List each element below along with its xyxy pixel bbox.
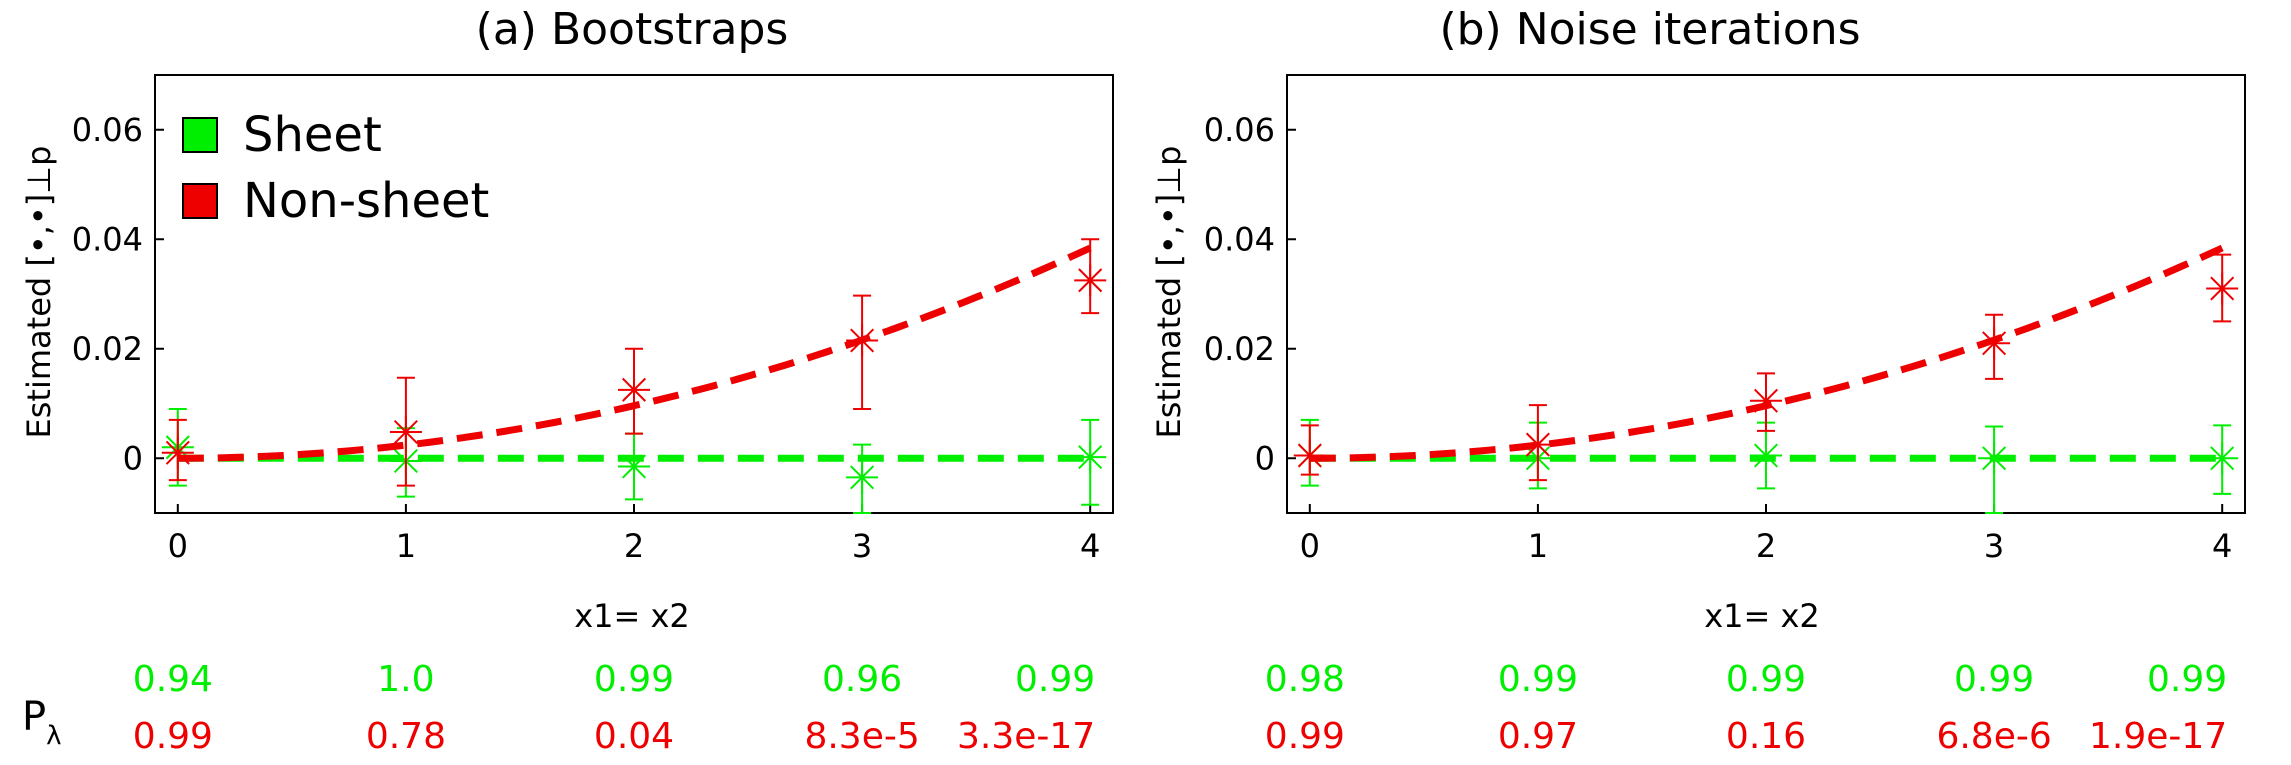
panel-a-sheet-point: [846, 443, 879, 514]
panel-a-title: (a) Bootstraps: [476, 4, 789, 55]
p-value-sheet: 0.99: [1015, 659, 1095, 700]
panel-b-x-tick-label: 3: [1984, 527, 2004, 565]
p-value-sheet: 0.98: [1265, 659, 1345, 700]
panel-a-x-tick-label: 0: [168, 527, 188, 565]
p-values: Pλ 0.94 1.0 0.99 0.96 0.99 0.99 0.78 0.04 8.3e-5…: [22, 659, 2227, 757]
p-value-nonsheet: 0.99: [1265, 716, 1345, 757]
legend-swatch-nonsheet: [182, 183, 218, 219]
panel-a-y-tick-label: 0.06: [72, 111, 143, 149]
star-marker: [618, 450, 650, 483]
p-value-sheet: 0.99: [1954, 659, 2034, 700]
panel-b-sheet-point: [1978, 425, 2011, 514]
p-value-nonsheet: 6.8e-6: [1936, 716, 2051, 757]
panel-b-x-axis-label: x1= x2: [1704, 597, 1820, 635]
p-value-nonsheet: 0.04: [594, 716, 674, 757]
p-value-nonsheet: 0.99: [133, 716, 213, 757]
panel-b-non-sheet-point: [2206, 253, 2239, 323]
panel-b-y-tick-label: 0.06: [1204, 111, 1275, 149]
star-marker: [161, 436, 194, 469]
p-value-sheet: 0.99: [2147, 659, 2227, 700]
panel-a-non-sheet-point: [618, 347, 650, 435]
panel-b-title: (b) Noise iterations: [1439, 4, 1860, 55]
star-marker: [1750, 384, 1782, 417]
p-value-nonsheet: 0.16: [1726, 716, 1806, 757]
panel-b-ticks: 0 1 2 3 4 0 0.02 0.04 0.06: [1204, 111, 2233, 565]
p-value-sheet: 1.0: [377, 659, 434, 700]
p-value-sheet: 0.99: [1726, 659, 1806, 700]
panel-a-non-sheet-point: [389, 376, 422, 487]
star-marker: [1750, 439, 1782, 472]
p-value-nonsheet: 8.3e-5: [804, 716, 919, 757]
panel-a-x-tick-label: 3: [852, 527, 872, 565]
panel-a-y-tick-label: 0.02: [72, 330, 143, 368]
star-marker: [1978, 327, 2011, 360]
panel-a-x-axis-label: x1= x2: [574, 597, 690, 635]
p-value-sheet: 0.96: [822, 659, 902, 700]
p-value-sheet: 0.99: [1498, 659, 1578, 700]
panel-b-sheet-point: [1750, 421, 1782, 490]
panel-noise-iterations: (b) Noise iterations Estimated [•,•]⊥p x…: [1150, 4, 2246, 635]
p-value-nonsheet: 0.78: [366, 716, 446, 757]
star-marker: [1978, 442, 2011, 475]
star-marker: [389, 415, 422, 448]
p-lambda-label: Pλ: [22, 694, 62, 751]
panel-b-y-axis-label: Estimated [•,•]⊥p: [1150, 146, 1188, 439]
star-marker: [846, 461, 879, 494]
panel-a-y-tick-label: 0.04: [72, 220, 143, 258]
panel-b-x-tick-label: 1: [1528, 527, 1548, 565]
p-value-nonsheet: 0.97: [1498, 716, 1578, 757]
panel-b-x-tick-label: 2: [1756, 527, 1776, 565]
p-value-sheet: 0.99: [594, 659, 674, 700]
p-label-subscript: λ: [46, 721, 61, 751]
panel-a-sheet-point: [1074, 418, 1107, 506]
panel-b-y-tick-label: 0: [1255, 439, 1275, 477]
legend-swatch-sheet: [182, 117, 218, 153]
panel-b-non-sheet-point: [1978, 313, 2011, 380]
p-value-nonsheet: 3.3e-17: [957, 716, 1095, 757]
panel-b-y-tick-label: 0.02: [1204, 330, 1275, 368]
panel-b-sheet-point: [2206, 424, 2239, 495]
panel-b-x-tick-label: 4: [2212, 527, 2232, 565]
panel-a-non-sheet-point: [1074, 238, 1107, 315]
star-marker: [1074, 441, 1107, 474]
panel-b-non-sheet-point: [1750, 372, 1782, 432]
panel-b-x-tick-label: 0: [1300, 527, 1320, 565]
panel-bootstraps: (a) Bootstraps Estimated [•,•]⊥p x1= x2 …: [20, 4, 1114, 635]
p-value-sheet: 0.94: [133, 659, 213, 700]
star-marker: [1521, 428, 1554, 461]
panel-a-x-tick-label: 1: [396, 527, 416, 565]
panel-b-non-sheet-point: [1293, 424, 1326, 476]
panel-a-x-tick-label: 2: [624, 527, 644, 565]
panel-b-marks: [1293, 244, 2239, 514]
star-marker: [2206, 272, 2239, 305]
legend-label-sheet: Sheet: [243, 107, 382, 163]
star-marker: [846, 324, 879, 357]
star-marker: [618, 373, 650, 406]
panel-a-non-sheet-point: [846, 294, 879, 410]
star-marker: [1293, 439, 1326, 472]
p-value-nonsheet: 1.9e-17: [2089, 716, 2227, 757]
panel-b-y-tick-label: 0.04: [1204, 220, 1275, 258]
panel-a-x-tick-label: 4: [1080, 527, 1100, 565]
star-marker: [2206, 442, 2239, 475]
p-label-main: P: [22, 694, 46, 740]
panel-a-y-tick-label: 0: [123, 439, 143, 477]
p-values-cells: 0.94 1.0 0.99 0.96 0.99 0.99 0.78 0.04 8.3e-5 3.3…: [133, 659, 2227, 757]
legend: Sheet Non-sheet: [182, 107, 489, 229]
panel-b-non-sheet-point: [1521, 404, 1554, 482]
legend-label-nonsheet: Non-sheet: [243, 173, 489, 229]
panel-a-y-axis-label: Estimated [•,•]⊥p: [20, 146, 58, 439]
panel-a-ticks: 0 1 2 3 4 0 0.02 0.04 0.06: [72, 111, 1101, 565]
panel-a-non-sheet-point: [161, 418, 194, 482]
panel-a-marks: [161, 238, 1107, 514]
star-marker: [1074, 264, 1107, 297]
